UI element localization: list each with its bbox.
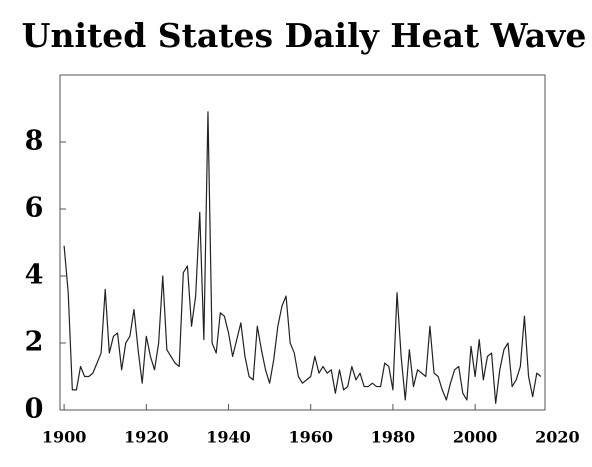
plot-frame bbox=[59, 74, 546, 411]
x-tick-label: 2000 bbox=[453, 428, 498, 447]
y-tick-label: 0 bbox=[25, 394, 44, 425]
x-tick-label: 2020 bbox=[535, 428, 580, 447]
x-tick-label: 1920 bbox=[124, 428, 169, 447]
y-tick-label: 8 bbox=[25, 126, 44, 157]
x-tick-label: 1960 bbox=[288, 428, 333, 447]
data-line bbox=[63, 111, 542, 404]
chart-title: United States Daily Heat Wave bbox=[22, 16, 587, 55]
y-tick-label: 2 bbox=[25, 327, 44, 358]
y-tick-label: 4 bbox=[25, 260, 44, 291]
y-tick-label: 6 bbox=[25, 193, 44, 224]
x-tick-label: 1980 bbox=[371, 428, 416, 447]
x-tick-label: 1940 bbox=[206, 428, 251, 447]
x-tick-label: 1900 bbox=[42, 428, 87, 447]
